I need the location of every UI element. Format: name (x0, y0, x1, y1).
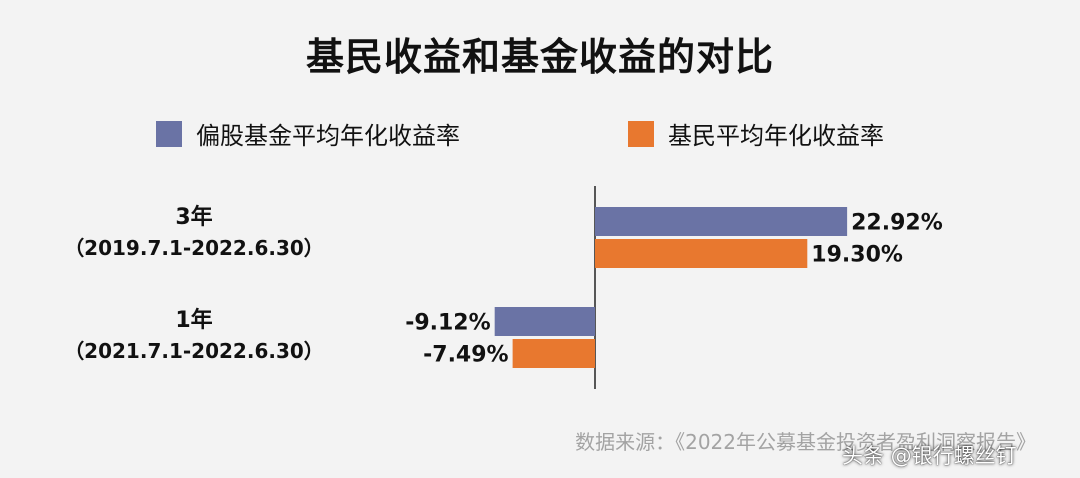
legend-swatch-investor (628, 120, 654, 147)
chart-title: 基民收益和基金收益的对比 (305, 35, 774, 79)
legend-swatch-fund (156, 120, 182, 147)
category-label-3yr: 3年 （2019.7.1-2022.6.30） (24, 203, 364, 263)
bar-fund-0 (595, 207, 848, 236)
legend-label-investor: 基民平均年化收益率 (668, 122, 884, 150)
data-label: 19.30% (811, 243, 903, 268)
watermark: 头条 @银行螺丝钉 (842, 444, 1017, 468)
legend-label-fund: 偏股基金平均年化收益率 (196, 122, 460, 150)
legend-item-investor: 基民平均年化收益率 (628, 116, 884, 151)
category-name: 1年 (175, 308, 213, 333)
category-label-1yr: 1年 （2021.7.1-2022.6.30） (24, 306, 364, 366)
bar-investor-0 (595, 239, 808, 268)
data-label: -7.49% (423, 343, 508, 368)
data-label: -9.12% (405, 311, 490, 336)
category-period: （2019.7.1-2022.6.30） (64, 236, 324, 260)
data-label: 22.92% (851, 211, 943, 236)
bar-investor-1 (512, 339, 595, 368)
category-period: （2021.7.1-2022.6.30） (64, 339, 324, 363)
source-note: 数据来源：《2022年公募基金投资者盈利洞察报告》 (575, 430, 1036, 454)
bar-fund-1 (494, 307, 595, 336)
legend-item-fund: 偏股基金平均年化收益率 (156, 116, 460, 151)
category-name: 3年 (175, 205, 213, 230)
